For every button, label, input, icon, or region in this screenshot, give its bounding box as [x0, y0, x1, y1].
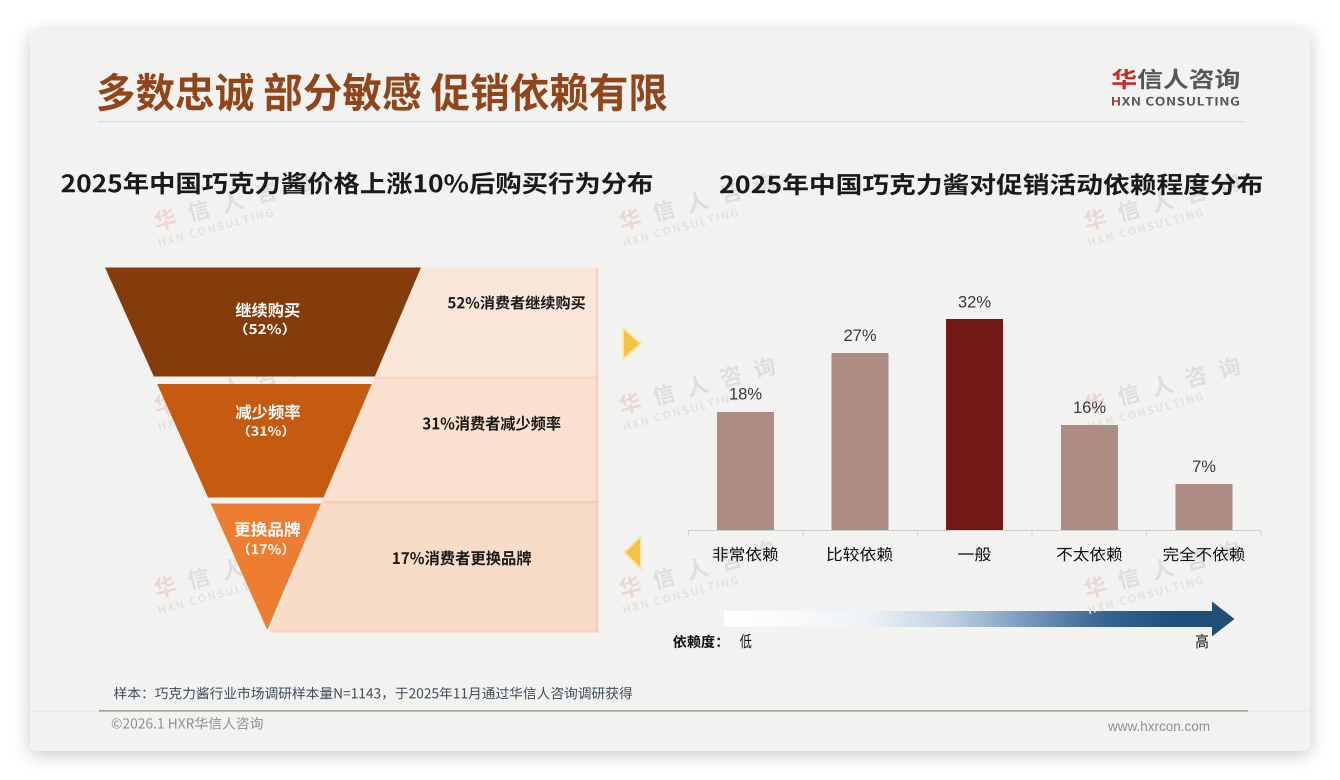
svg-text:18%: 18% [729, 386, 762, 404]
svg-text:www.hxrcon.com: www.hxrcon.com [1107, 719, 1210, 734]
svg-text:32%: 32% [958, 294, 991, 312]
svg-text:7%: 7% [1192, 458, 1216, 476]
svg-text:27%: 27% [843, 327, 876, 345]
svg-text:16%: 16% [1073, 399, 1106, 417]
